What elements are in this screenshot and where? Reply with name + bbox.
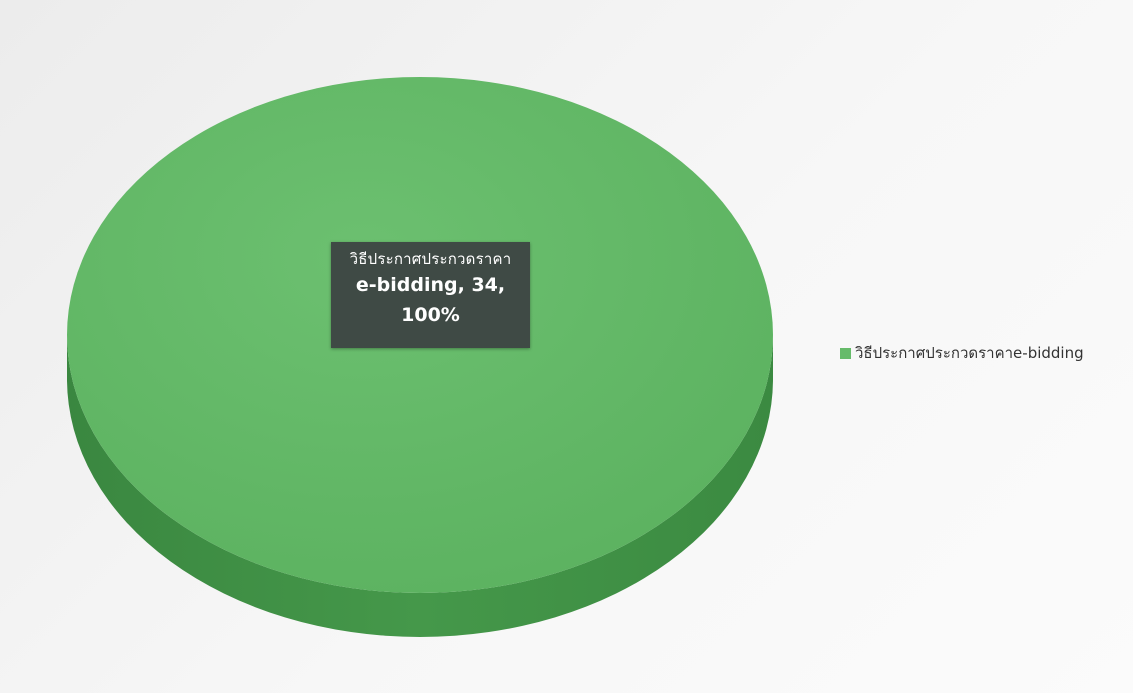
- data-label-category: วิธีประกาศประกวดราคา: [349, 250, 512, 268]
- legend-swatch: [840, 347, 851, 359]
- data-label-percent: 100%: [401, 304, 460, 326]
- slice-data-label: วิธีประกาศประกวดราคา e-bidding, 34, 100%: [331, 242, 530, 348]
- legend-entry: วิธีประกาศประกวดราคาe-bidding: [855, 344, 1084, 362]
- pie-slice-side: [67, 335, 773, 637]
- legend: วิธีประกาศประกวดราคาe-bidding: [840, 341, 1084, 365]
- data-label-value: e-bidding, 34,: [355, 274, 506, 296]
